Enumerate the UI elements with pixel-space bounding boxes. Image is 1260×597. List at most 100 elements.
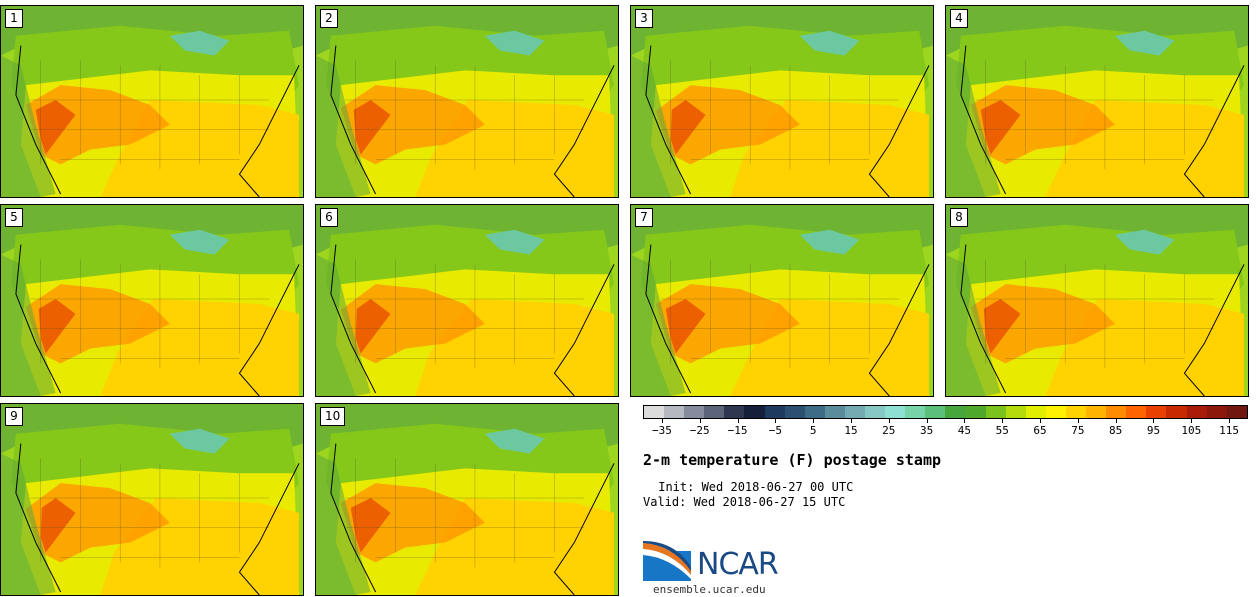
colorbar-swatch — [865, 406, 886, 418]
ncar-logo-icon — [643, 541, 691, 581]
member-number: 2 — [320, 9, 338, 28]
colorbar-swatch — [1206, 406, 1227, 418]
colorbar-swatch — [1226, 406, 1247, 418]
colorbar — [643, 405, 1248, 419]
colorbar-swatch — [905, 406, 926, 418]
plot-title: 2-m temperature (F) postage stamp — [643, 451, 942, 469]
colorbar-tick-label: 55 — [995, 424, 1009, 437]
member-panel: 10 — [315, 403, 619, 596]
colorbar-tick — [737, 419, 739, 423]
colorbar-swatch — [764, 406, 785, 418]
temperature-map — [316, 6, 618, 197]
colorbar-swatch — [1025, 406, 1046, 418]
colorbar-swatch — [965, 406, 986, 418]
colorbar-swatch — [744, 406, 765, 418]
colorbar-swatch — [824, 406, 845, 418]
member-panel: 2 — [315, 5, 619, 198]
colorbar-swatch — [784, 406, 805, 418]
colorbar-swatch — [1045, 406, 1066, 418]
colorbar-swatch — [925, 406, 946, 418]
colorbar-tick-label: 95 — [1146, 424, 1161, 437]
colorbar-tick-label: 115 — [1219, 424, 1240, 437]
temperature-map — [631, 6, 933, 197]
colorbar-tick — [661, 419, 663, 423]
temperature-map — [1, 6, 303, 197]
colorbar-tick-label: −35 — [651, 424, 672, 437]
colorbar-tick-label: −25 — [689, 424, 710, 437]
colorbar-swatch — [1086, 406, 1107, 418]
colorbar-swatch — [1065, 406, 1087, 418]
colorbar-tick-label: −5 — [768, 424, 782, 437]
colorbar-swatch — [844, 406, 866, 418]
colorbar-tick-label: 105 — [1181, 424, 1202, 437]
colorbar-tick-label: 65 — [1033, 424, 1047, 437]
colorbar-tick — [699, 419, 701, 423]
temperature-map — [946, 205, 1248, 396]
temperature-map — [631, 205, 933, 396]
colorbar-tick — [1115, 419, 1117, 423]
colorbar-swatch — [945, 406, 966, 418]
member-number: 5 — [5, 208, 23, 227]
colorbar-tick — [813, 419, 815, 423]
colorbar-tick — [1077, 419, 1079, 423]
colorbar-tick-label: 45 — [957, 424, 972, 437]
colorbar-swatch — [1005, 406, 1026, 418]
colorbar-tick-label: 75 — [1071, 424, 1085, 437]
member-panel: 5 — [0, 204, 304, 397]
colorbar-swatch — [1146, 406, 1167, 418]
member-number: 8 — [950, 208, 968, 227]
member-number: 1 — [5, 9, 23, 28]
colorbar-tick — [1040, 419, 1042, 423]
member-panel: 4 — [945, 5, 1249, 198]
member-panel: 1 — [0, 5, 304, 198]
colorbar-swatch — [724, 406, 745, 418]
colorbar-tick-label: 35 — [919, 424, 934, 437]
member-number: 10 — [320, 407, 346, 426]
member-number: 3 — [635, 9, 653, 28]
colorbar-swatch — [1106, 406, 1127, 418]
colorbar-swatch — [1126, 406, 1147, 418]
colorbar-swatch — [1166, 406, 1187, 418]
colorbar-tick — [1153, 419, 1155, 423]
colorbar-tick — [1191, 419, 1193, 423]
temperature-map — [1, 404, 303, 595]
member-panel: 6 — [315, 204, 619, 397]
temperature-map — [316, 205, 618, 396]
temperature-map — [1, 205, 303, 396]
member-panel: 7 — [630, 204, 934, 397]
colorbar-tick — [926, 419, 928, 423]
colorbar-tick — [1002, 419, 1004, 423]
colorbar-swatch — [804, 406, 825, 418]
colorbar-swatch — [885, 406, 906, 418]
temperature-map — [946, 6, 1248, 197]
colorbar-tick — [964, 419, 966, 423]
member-number: 6 — [320, 208, 338, 227]
member-number: 9 — [5, 407, 23, 426]
init-time: Init: Wed 2018-06-27 00 UTC — [651, 480, 854, 494]
colorbar-swatch — [684, 406, 705, 418]
source-url: ensemble.ucar.edu — [653, 583, 766, 596]
colorbar-tick-label: 85 — [1109, 424, 1123, 437]
member-panel: 8 — [945, 204, 1249, 397]
colorbar-tick — [888, 419, 890, 423]
member-panel: 3 — [630, 5, 934, 198]
colorbar-tick — [850, 419, 852, 423]
colorbar-tick — [775, 419, 777, 423]
colorbar-ticks: −35 −25 −15 −5 5 15 25 35 45 55 65 75 85 95 105 115 — [643, 419, 1248, 439]
member-panel: 9 — [0, 403, 304, 596]
colorbar-swatch — [704, 406, 725, 418]
colorbar-swatch — [985, 406, 1006, 418]
colorbar-tick-label: −15 — [727, 424, 748, 437]
colorbar-swatch — [1186, 406, 1207, 418]
member-number: 4 — [950, 9, 968, 28]
member-number: 7 — [635, 208, 653, 227]
colorbar-tick-label: 15 — [844, 424, 858, 437]
colorbar-tick-label: 5 — [809, 424, 817, 437]
colorbar-swatch — [664, 406, 685, 418]
temperature-map — [316, 404, 618, 595]
colorbar-tick-label: 25 — [882, 424, 896, 437]
colorbar-swatch — [644, 406, 665, 418]
logo-name: NCAR — [697, 547, 779, 582]
valid-time: Valid: Wed 2018-06-27 15 UTC — [643, 495, 846, 509]
colorbar-tick — [1229, 419, 1231, 423]
